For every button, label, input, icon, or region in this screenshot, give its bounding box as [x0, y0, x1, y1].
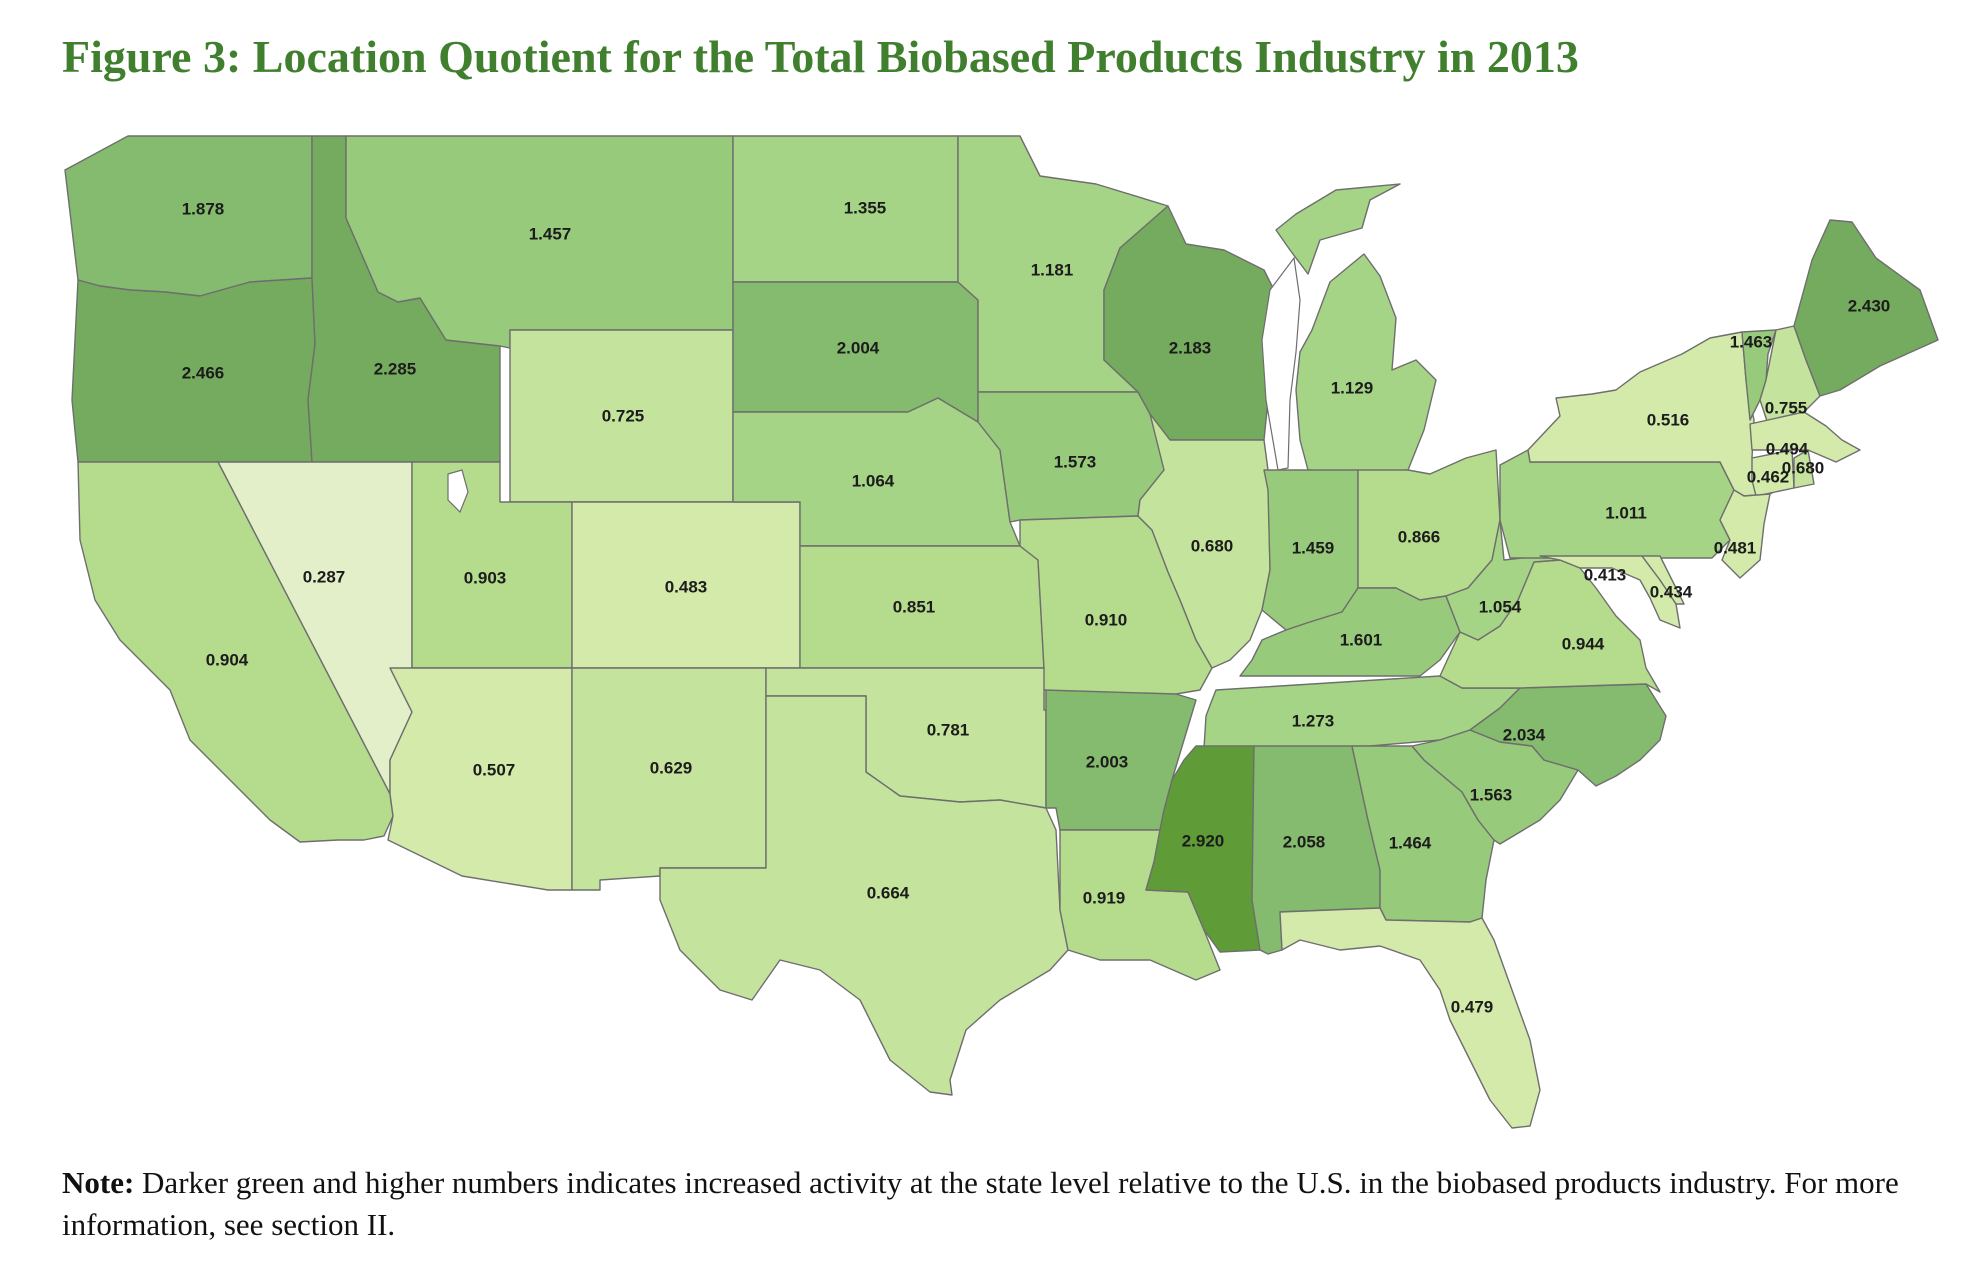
state-value-label-nh: 0.755	[1765, 399, 1808, 418]
figure-note: Note: Darker green and higher numbers in…	[62, 1162, 1942, 1246]
state-value-label-wv: 1.054	[1479, 598, 1522, 617]
state-value-label-mn: 1.181	[1031, 261, 1074, 280]
state-value-label-ma: 0.494	[1766, 440, 1809, 459]
state-value-label-mt: 1.457	[529, 225, 572, 244]
state-value-label-ky: 1.601	[1340, 631, 1383, 650]
state-tx	[659, 695, 1069, 1096]
state-value-label-az: 0.507	[473, 761, 516, 780]
state-value-label-al: 2.058	[1283, 833, 1326, 852]
state-ma	[1749, 411, 1861, 463]
state-il	[1137, 413, 1271, 669]
state-ri	[1793, 449, 1815, 489]
state-value-label-ut: 0.903	[464, 569, 507, 588]
state-nj	[1719, 489, 1771, 579]
state-nc	[1469, 683, 1667, 787]
state-value-label-or: 2.466	[182, 364, 225, 383]
state-value-label-wa: 1.878	[182, 200, 225, 219]
state-value-label-ia: 1.573	[1054, 453, 1097, 472]
state-value-label-vt: 1.463	[1730, 333, 1773, 352]
state-value-label-mi: 1.129	[1331, 379, 1374, 398]
state-value-label-sc: 1.563	[1470, 786, 1513, 805]
state-value-label-de: 0.434	[1650, 583, 1693, 602]
state-value-label-ny: 0.516	[1647, 411, 1690, 430]
state-mi	[1275, 183, 1437, 473]
state-value-label-ms: 2.920	[1182, 832, 1225, 851]
state-value-label-sd: 2.004	[837, 339, 880, 358]
state-value-label-wi: 2.183	[1169, 339, 1212, 358]
state-ct	[1751, 449, 1795, 497]
state-value-label-il: 0.680	[1191, 537, 1234, 556]
state-value-label-nd: 1.355	[844, 199, 887, 218]
state-value-label-ga: 1.464	[1389, 834, 1432, 853]
state-ky	[1239, 587, 1461, 677]
state-de	[1641, 555, 1685, 605]
state-value-label-ca: 0.904	[206, 651, 249, 670]
state-value-label-ks: 0.851	[893, 598, 936, 617]
note-text: Darker green and higher numbers indicate…	[62, 1165, 1899, 1242]
great-salt-lake	[447, 469, 469, 514]
state-value-label-wy: 0.725	[602, 407, 645, 426]
state-value-label-ri: 0.680	[1782, 459, 1825, 478]
state-me	[1793, 219, 1939, 397]
state-value-label-va: 0.944	[1562, 635, 1605, 654]
state-value-label-oh: 0.866	[1398, 528, 1441, 547]
state-value-label-mo: 0.910	[1085, 611, 1128, 630]
state-nm	[571, 667, 767, 891]
state-value-label-md: 0.413	[1584, 566, 1627, 585]
state-value-label-ne: 1.064	[852, 472, 895, 491]
state-value-label-in: 1.459	[1292, 539, 1335, 558]
figure-title: Figure 3: Location Quotient for the Tota…	[62, 31, 1579, 82]
state-value-label-pa: 1.011	[1605, 504, 1647, 523]
state-fl	[1279, 907, 1541, 1129]
state-value-label-tx: 0.664	[867, 884, 910, 903]
state-value-label-co: 0.483	[665, 578, 708, 597]
state-value-label-id: 2.285	[374, 360, 417, 379]
note-label: Note:	[62, 1165, 135, 1200]
state-value-label-la: 0.919	[1083, 889, 1126, 908]
state-value-label-nm: 0.629	[650, 759, 693, 778]
state-value-label-tn: 1.273	[1292, 712, 1335, 731]
state-value-label-me: 2.430	[1848, 297, 1891, 316]
state-value-label-nc: 2.034	[1503, 726, 1546, 745]
state-value-label-fl: 0.479	[1451, 998, 1494, 1017]
state-value-label-ar: 2.003	[1086, 753, 1129, 772]
state-value-label-ok: 0.781	[927, 721, 970, 740]
lake-michigan	[1261, 256, 1301, 471]
state-value-label-nj: 0.481	[1714, 539, 1757, 558]
state-value-label-ct: 0.462	[1747, 468, 1790, 487]
state-value-label-nv: 0.287	[303, 568, 346, 587]
